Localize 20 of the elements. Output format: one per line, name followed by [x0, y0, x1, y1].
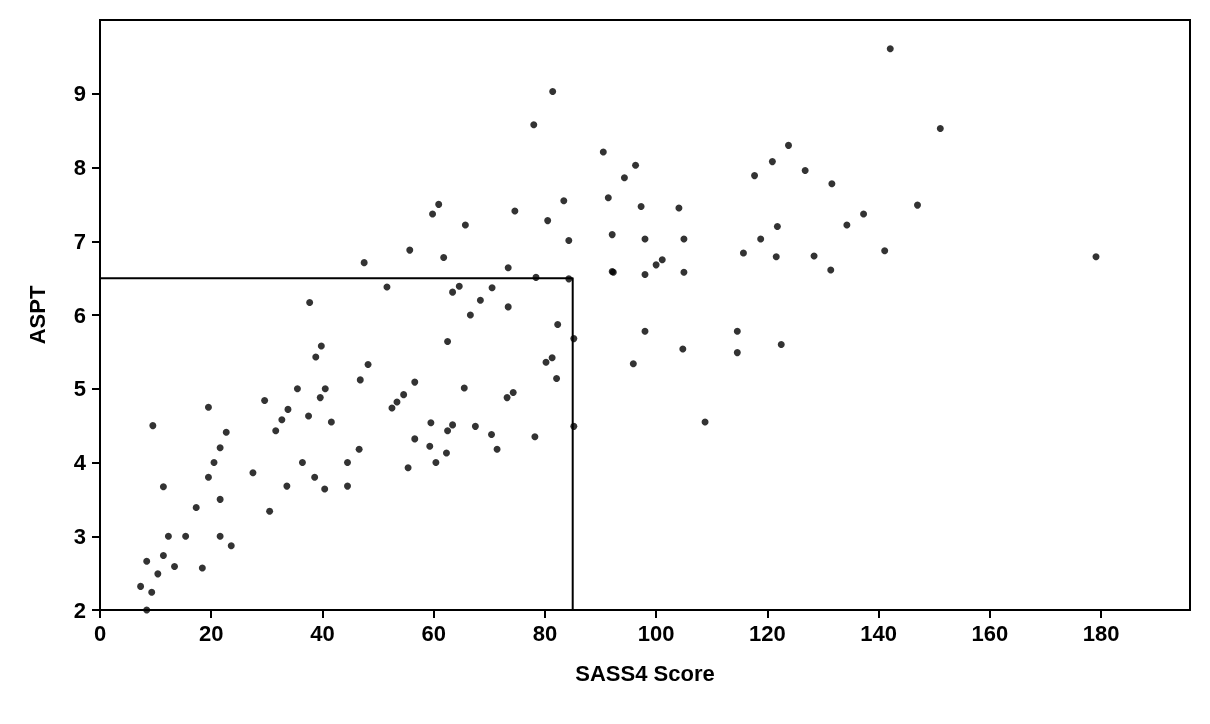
y-tick-label: 4 — [73, 450, 87, 475]
x-tick-label: 20 — [198, 620, 224, 646]
y-tick-label: 7 — [73, 228, 86, 254]
x-tick-label: 100 — [637, 620, 675, 646]
y-tick-label: 3 — [73, 523, 86, 549]
x-tick-label: 120 — [748, 620, 786, 646]
x-tick-label: 160 — [971, 620, 1009, 646]
x-tick-label: 140 — [860, 620, 897, 646]
y-tick-label: 9 — [73, 81, 86, 107]
x-tick-label: 60 — [421, 620, 446, 646]
y-tick-label: 5 — [73, 376, 86, 402]
x-tick-label: 180 — [1082, 620, 1120, 646]
x-tick-label: 40 — [310, 620, 335, 646]
y-tick-label: 6 — [73, 302, 86, 328]
x-axis-title: SASS4 Score — [575, 660, 715, 686]
y-axis-title: ASPT — [24, 285, 50, 345]
y-tick-label: 2 — [73, 597, 86, 623]
x-tick-label: 80 — [532, 620, 558, 646]
y-tick-label: 8 — [73, 155, 86, 180]
x-tick-label: 0 — [93, 620, 107, 646]
